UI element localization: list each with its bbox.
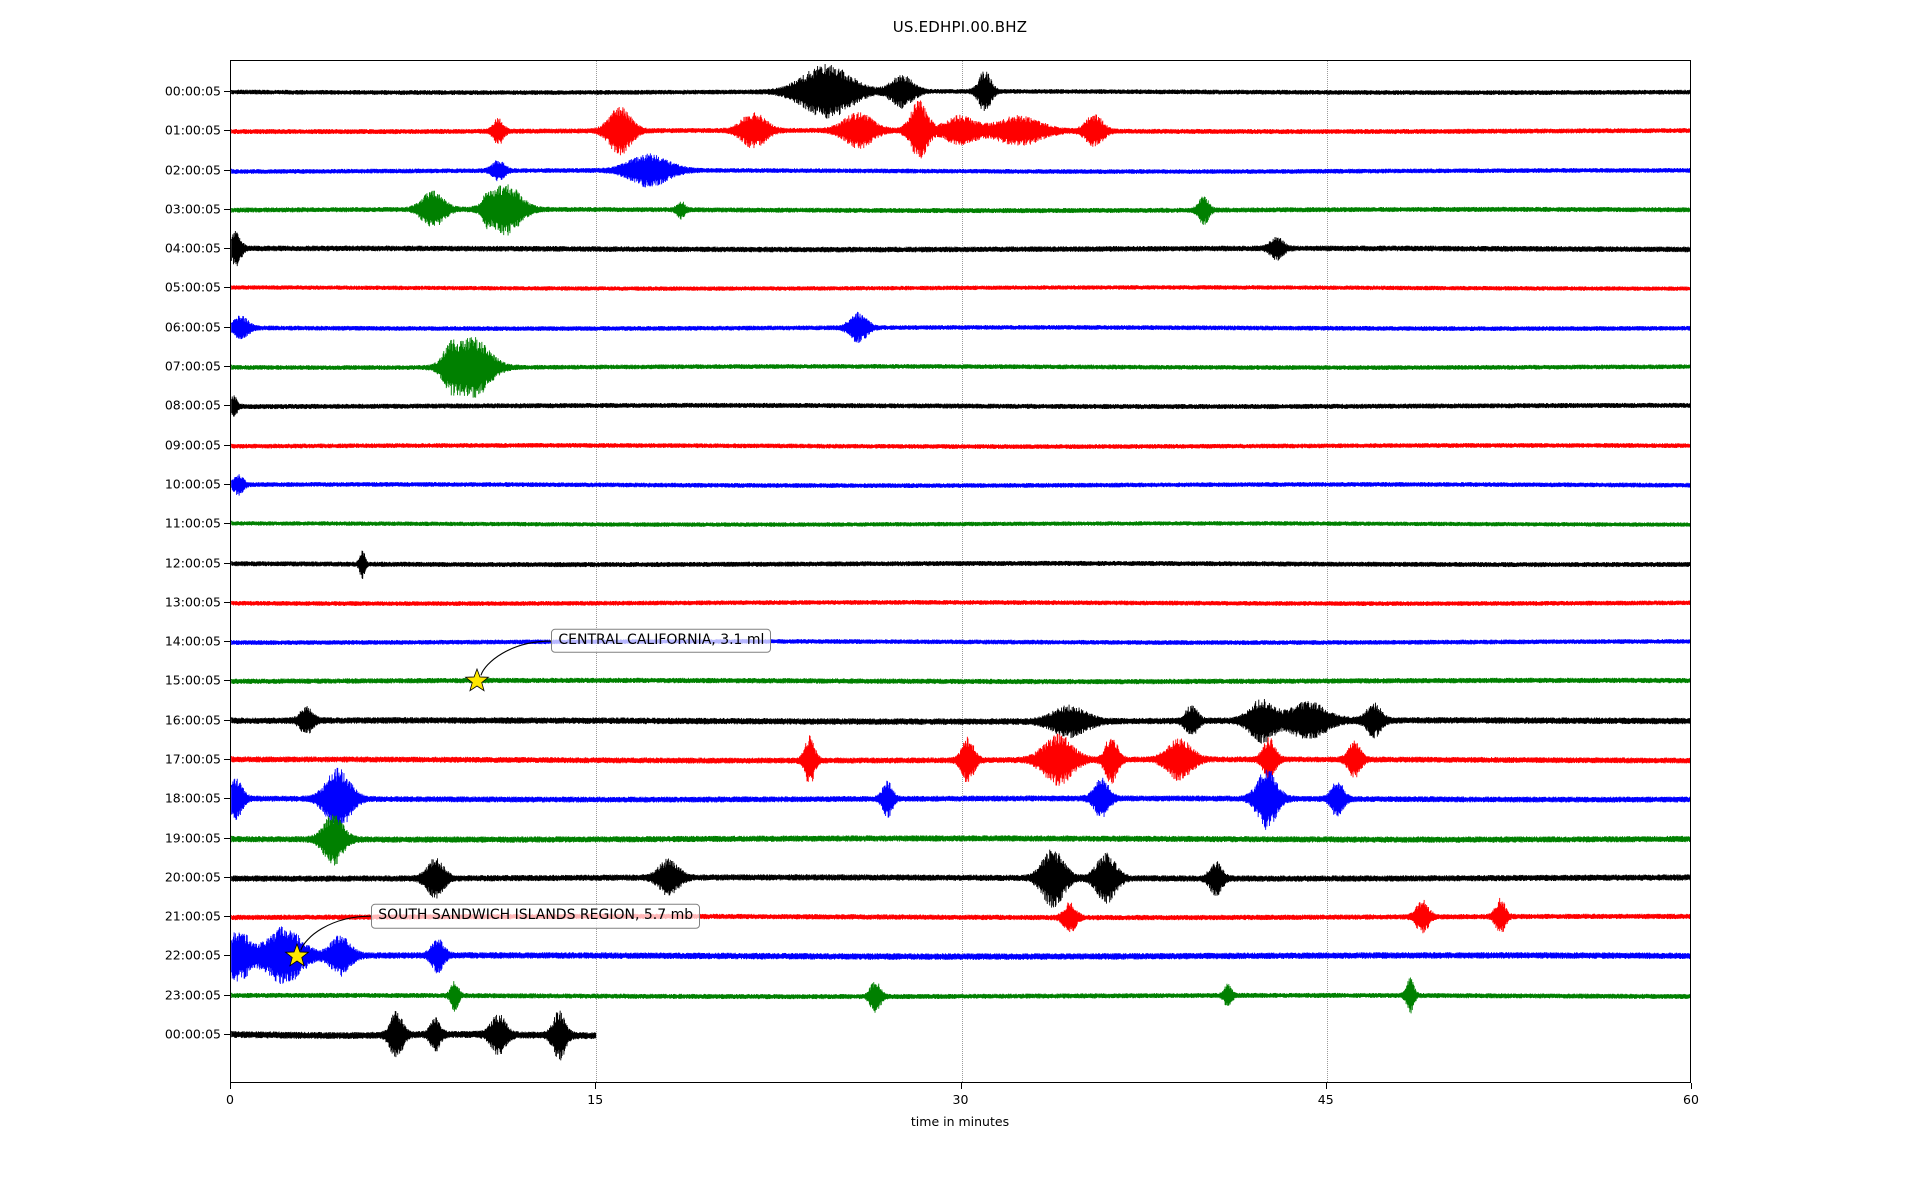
y-tick-mark <box>224 523 231 525</box>
y-tick-mark <box>224 130 231 132</box>
trace-row <box>231 61 1690 135</box>
y-tick-label: 04:00:05 <box>164 240 221 256</box>
y-tick-mark <box>224 287 231 289</box>
y-tick-mark <box>224 837 231 839</box>
x-tick-mark <box>1691 1083 1692 1089</box>
gridline-15 <box>596 61 598 1082</box>
gridline-45 <box>1326 61 1328 1082</box>
y-tick-mark <box>224 248 231 250</box>
y-tick-label: 06:00:05 <box>164 319 221 335</box>
y-tick-label: 18:00:05 <box>164 790 221 806</box>
y-tick-mark <box>224 876 231 878</box>
y-tick-mark <box>224 326 231 328</box>
y-tick-mark <box>224 641 231 643</box>
y-tick-mark <box>224 208 231 210</box>
y-tick-mark <box>224 483 231 485</box>
y-tick-label: 07:00:05 <box>164 358 221 374</box>
x-tick-mark <box>1325 1083 1327 1089</box>
y-tick-label: 09:00:05 <box>164 437 221 453</box>
page-title: US.EDHPI.00.BHZ <box>892 18 1028 36</box>
y-tick-label: 10:00:05 <box>164 476 221 492</box>
x-tick-label: 0 <box>226 1092 234 1107</box>
x-tick-mark <box>595 1083 597 1089</box>
trace-row <box>231 678 1690 764</box>
y-tick-label: 08:00:05 <box>164 397 221 413</box>
y-tick-mark <box>224 366 231 368</box>
y-tick-label: 12:00:05 <box>164 555 221 570</box>
gridline-30 <box>961 61 963 1082</box>
trace-row <box>231 599 1690 685</box>
x-tick-label: 15 <box>587 1092 604 1107</box>
trace-row <box>231 717 1690 803</box>
y-tick-label: 23:00:05 <box>164 987 221 1003</box>
y-tick-mark <box>224 916 231 918</box>
y-tick-mark <box>224 405 231 407</box>
trace-row <box>231 88 1690 174</box>
x-tick-label: 30 <box>952 1092 969 1107</box>
y-tick-label: 00:00:05 <box>164 83 221 99</box>
y-tick-label: 13:00:05 <box>164 594 221 610</box>
plot-inner <box>231 61 1690 1082</box>
trace-row <box>231 363 1690 449</box>
trace-row <box>231 324 1690 410</box>
y-tick-mark <box>224 169 231 171</box>
y-tick-label: 15:00:05 <box>164 672 221 688</box>
trace-row <box>231 560 1690 646</box>
y-tick-mark <box>224 91 231 92</box>
y-tick-mark <box>224 1034 231 1035</box>
event-label[interactable]: SOUTH SANDWICH ISLANDS REGION, 5.7 mb <box>371 903 701 929</box>
x-axis-label: time in minutes <box>910 1114 1010 1129</box>
trace-row <box>231 245 1690 331</box>
y-tick-mark <box>224 601 231 603</box>
trace-row <box>231 167 1690 253</box>
y-tick-mark <box>224 798 231 800</box>
trace-row <box>231 756 1690 842</box>
trace-row <box>231 953 1690 1039</box>
x-tick-mark <box>960 1083 962 1089</box>
event-star-icon[interactable] <box>284 943 310 969</box>
y-tick-mark <box>224 994 231 996</box>
trace-row <box>231 638 1690 724</box>
trace-row <box>231 481 1690 567</box>
trace-row <box>231 521 1690 607</box>
y-tick-label: 14:00:05 <box>164 633 221 649</box>
trace-row <box>231 796 1690 882</box>
event-star-icon[interactable] <box>464 668 490 694</box>
y-tick-label: 17:00:05 <box>164 751 221 767</box>
y-tick-label: 02:00:05 <box>164 162 221 178</box>
y-tick-mark <box>224 444 231 446</box>
y-tick-mark <box>224 719 231 721</box>
y-tick-label: 00:00:05 <box>164 1026 221 1042</box>
trace-row <box>231 285 1690 371</box>
y-tick-label: 21:00:05 <box>164 908 221 924</box>
trace-row <box>231 992 1690 1078</box>
y-tick-label: 03:00:05 <box>164 201 221 217</box>
y-tick-mark <box>224 758 231 760</box>
y-tick-label: 22:00:05 <box>164 947 221 963</box>
y-tick-mark <box>224 680 231 682</box>
y-tick-label: 20:00:05 <box>164 869 221 885</box>
x-tick-mark <box>230 1083 231 1089</box>
y-tick-label: 19:00:05 <box>164 830 221 846</box>
trace-row <box>231 403 1690 489</box>
y-tick-label: 01:00:05 <box>164 122 221 138</box>
trace-row <box>231 128 1690 214</box>
event-label[interactable]: CENTRAL CALIFORNIA, 3.1 ml <box>551 628 772 654</box>
trace-row <box>231 442 1690 528</box>
y-tick-mark <box>224 562 231 564</box>
y-tick-label: 11:00:05 <box>164 515 221 531</box>
trace-row <box>231 206 1690 292</box>
plot-axes <box>230 60 1691 1083</box>
x-tick-label: 45 <box>1317 1092 1334 1107</box>
x-tick-label: 60 <box>1683 1092 1699 1107</box>
y-tick-label: 16:00:05 <box>164 712 221 728</box>
y-tick-mark <box>224 955 231 957</box>
y-tick-label: 05:00:05 <box>164 279 221 295</box>
